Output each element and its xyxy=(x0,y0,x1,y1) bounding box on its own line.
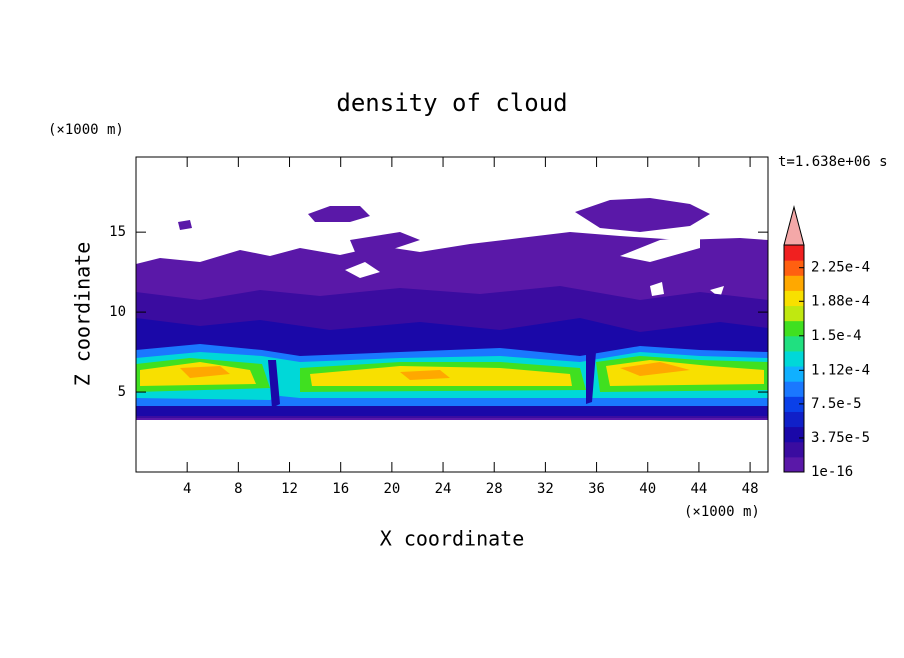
colorbar-tick-label: 3.75e-5 xyxy=(811,430,870,446)
x-tick-label: 40 xyxy=(639,481,656,497)
x-tick-label: 20 xyxy=(383,481,400,497)
colorbar-band xyxy=(784,426,804,443)
colorbar-band xyxy=(784,366,804,382)
colorbar-band xyxy=(784,320,804,337)
x-tick-label: 32 xyxy=(537,481,554,497)
x-tick-label: 4 xyxy=(183,481,191,497)
colorbar-band xyxy=(784,305,804,322)
contour-gap xyxy=(345,236,724,298)
colorbar-band xyxy=(784,350,804,367)
colorbar-band xyxy=(784,260,804,276)
colorbar-band xyxy=(784,456,804,473)
colorbar-frame xyxy=(783,244,805,473)
contour-band xyxy=(180,362,690,380)
x-tick-label: 16 xyxy=(332,481,349,497)
y-axis-label: Z coordinate xyxy=(71,242,95,387)
x-unit: (×1000 m) xyxy=(684,504,760,520)
chart-title: density of cloud xyxy=(336,89,567,117)
colorbar-band xyxy=(784,441,804,458)
colorbar-tick-label: 1.12e-4 xyxy=(811,362,870,378)
x-tick-label: 12 xyxy=(281,481,298,497)
colorbar-tick-label: 1.88e-4 xyxy=(811,293,870,309)
y-tick-label: 5 xyxy=(118,384,126,400)
x-axis-label: X coordinate xyxy=(380,527,525,551)
y-tick-label: 10 xyxy=(109,304,126,320)
x-tick-label: 48 xyxy=(742,481,759,497)
colorbar-tick-label: 7.5e-5 xyxy=(811,396,862,412)
y-unit: (×1000 m) xyxy=(48,122,124,138)
contour-field xyxy=(136,198,768,420)
x-tick-label: 28 xyxy=(486,481,503,497)
colorbar-tick-label: 1.5e-4 xyxy=(811,328,862,344)
x-tick-label: 24 xyxy=(435,481,452,497)
contour-band xyxy=(140,360,764,386)
contour-band xyxy=(178,198,710,252)
colorbar-band xyxy=(784,396,804,412)
time-label: t=1.638e+06 s xyxy=(778,154,888,170)
colorbar-tick-label: 2.25e-4 xyxy=(811,260,870,276)
x-tick-label: 44 xyxy=(690,481,707,497)
plot-frame xyxy=(135,156,769,473)
x-tick-label: 36 xyxy=(588,481,605,497)
colorbar-band xyxy=(784,411,804,428)
colorbar-band xyxy=(784,245,804,261)
y-tick-label: 15 xyxy=(109,224,126,240)
x-tick-label: 8 xyxy=(234,481,242,497)
colorbar-band xyxy=(784,335,804,352)
colorbar-band xyxy=(784,381,804,397)
colorbar-tick-label: 1e-16 xyxy=(811,464,853,480)
colorbar-band xyxy=(784,290,804,307)
colorbar-band xyxy=(784,275,804,291)
